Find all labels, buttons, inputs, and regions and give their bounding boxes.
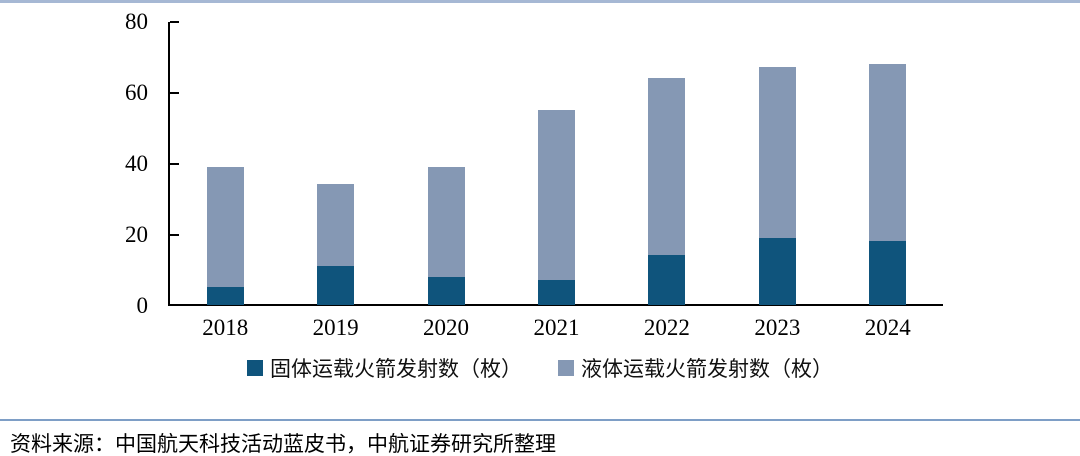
bar-stack-2021 (537, 109, 575, 305)
bar-stack-2022 (648, 77, 686, 305)
x-axis-label: 2022 (643, 315, 690, 340)
bar-segment (206, 166, 244, 288)
x-axis-label: 2021 (533, 315, 580, 340)
bar-segment (537, 280, 575, 305)
y-axis-label: 40 (125, 151, 148, 176)
bar-stack-2018 (206, 166, 244, 305)
plot-area (168, 22, 943, 306)
y-axis-label: 0 (136, 293, 149, 318)
bar-stack-2019 (317, 184, 355, 305)
bar-stack-2020 (427, 166, 465, 305)
bar-slot-2021 (501, 22, 611, 305)
x-axis-label: 2024 (864, 315, 911, 340)
y-axis-label: 20 (125, 222, 148, 247)
x-axis-label: 2019 (312, 315, 359, 340)
y-axis-tick (170, 163, 179, 165)
bar-segment (317, 184, 355, 266)
bar-stack-2024 (869, 63, 907, 305)
bar-segment (206, 287, 244, 305)
bar-segment (317, 265, 355, 305)
bottom-divider (0, 419, 1080, 421)
bar-segment (427, 276, 465, 305)
bar-segment (869, 241, 907, 305)
x-axis-label: 2023 (754, 315, 801, 340)
bar-segment (758, 67, 796, 238)
x-axis-labels: 2018 2019 2020 2021 2022 2023 2024 (170, 315, 943, 343)
chart-legend: 固体运载火箭发射数（枚） 液体运载火箭发射数（枚） (0, 352, 1080, 384)
bar-segment (869, 63, 907, 242)
bar-slot-2019 (280, 22, 390, 305)
bar-slot-2023 (722, 22, 832, 305)
bar-segment (648, 77, 686, 256)
legend-label: 液体运载火箭发射数（枚） (581, 357, 833, 381)
legend-swatch-icon (558, 360, 574, 376)
bar-slot-2018 (170, 22, 280, 305)
bar-segment (427, 166, 465, 277)
legend-item: 固体运载火箭发射数（枚） (247, 353, 522, 383)
y-axis-tick (170, 92, 179, 94)
bars-row (170, 22, 943, 305)
bar-stack-2023 (758, 67, 796, 305)
bar-slot-2024 (833, 22, 943, 305)
bar-slot-2022 (612, 22, 722, 305)
legend-item: 液体运载火箭发射数（枚） (558, 353, 833, 383)
bar-segment (648, 255, 686, 305)
y-axis-label: 80 (125, 9, 148, 34)
bar-segment (537, 109, 575, 281)
x-axis-label: 2020 (423, 315, 470, 340)
y-axis-tick (170, 21, 179, 23)
bar-segment (758, 237, 796, 305)
source-note: 资料来源：中国航天科技活动蓝皮书，中航证券研究所整理 (10, 432, 556, 456)
legend-label: 固体运载火箭发射数（枚） (270, 357, 522, 381)
bar-slot-2020 (391, 22, 501, 305)
x-axis-label: 2018 (202, 315, 249, 340)
y-axis-tick (170, 234, 179, 236)
top-divider (0, 0, 1080, 3)
legend-swatch-icon (247, 360, 263, 376)
y-axis-label: 60 (125, 80, 148, 105)
